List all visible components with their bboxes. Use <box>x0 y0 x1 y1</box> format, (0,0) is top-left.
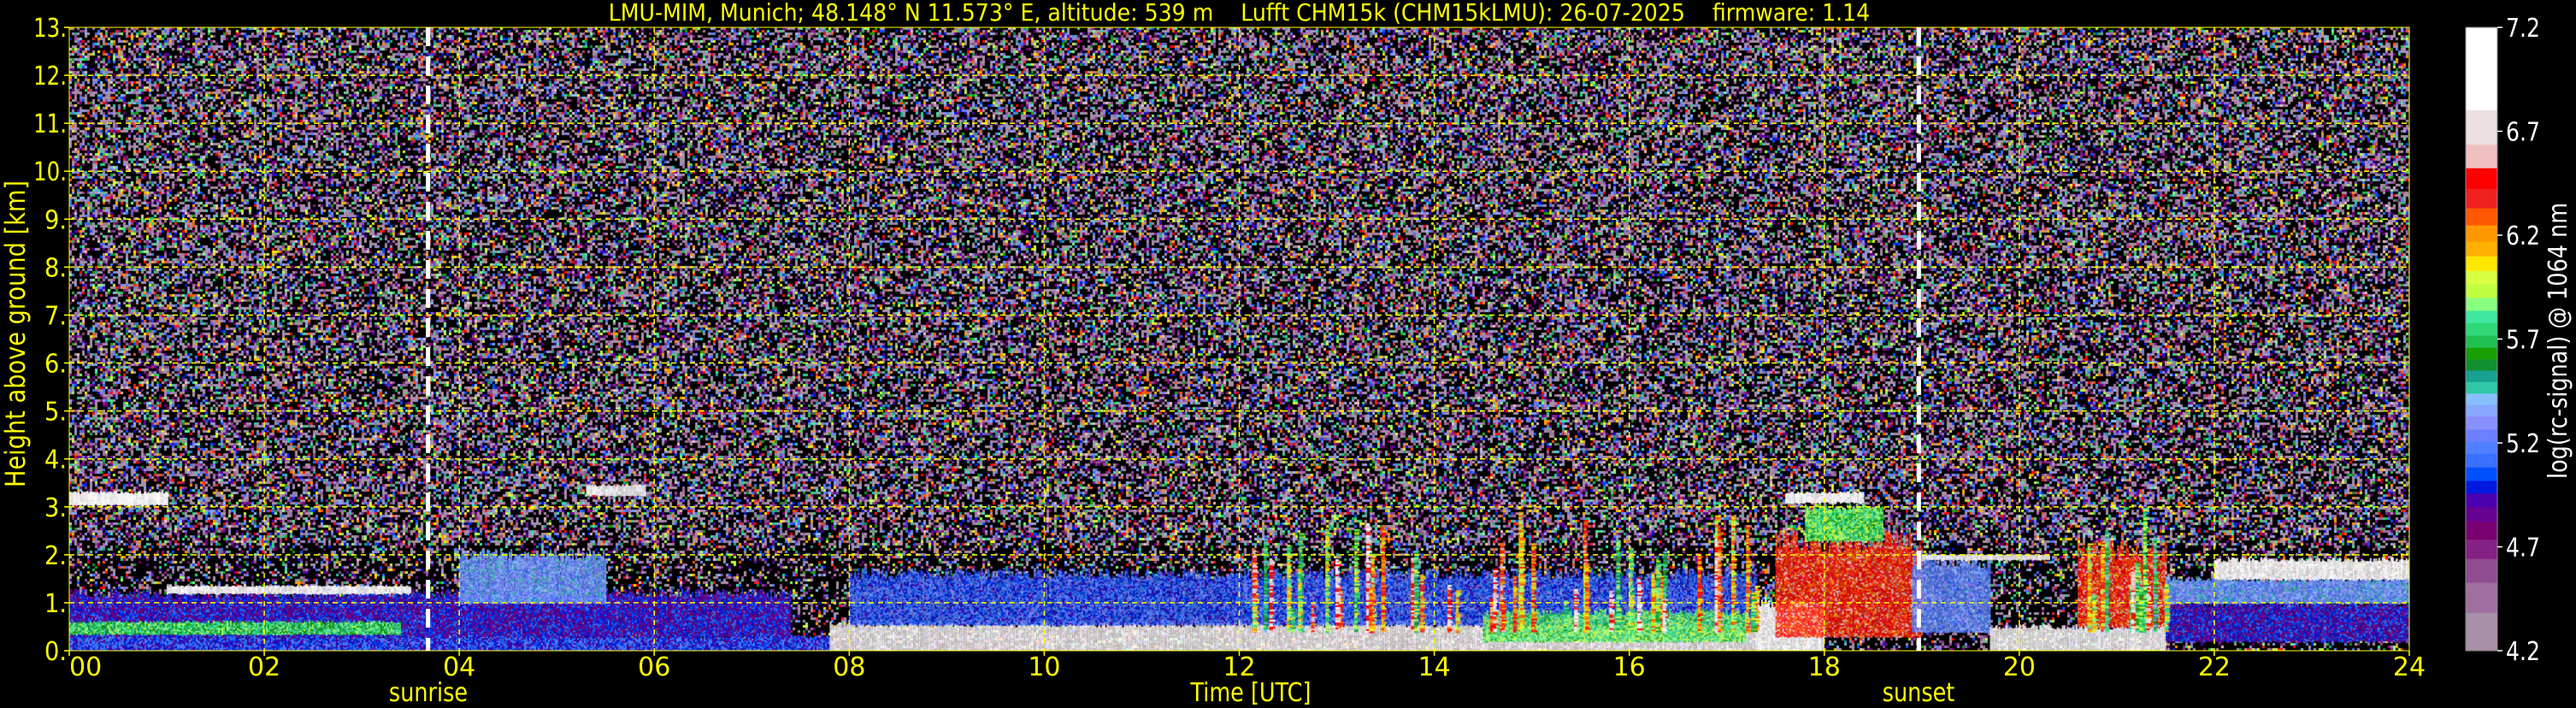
colorbar-segment <box>2466 270 2497 285</box>
colorbar-segment <box>2466 322 2497 336</box>
x-tick-label: 00 <box>69 652 102 682</box>
x-tick-label: 10 <box>1028 652 1060 682</box>
colorbar-segment <box>2466 109 2497 145</box>
y-tick-label: 11. <box>33 109 67 139</box>
colorbar-segment <box>2466 404 2497 417</box>
colorbar-segment <box>2466 284 2497 298</box>
colorbar-segment <box>2466 225 2497 243</box>
y-tick-label: 10. <box>33 157 67 187</box>
colorbar-segment <box>2466 441 2497 454</box>
colorbar-segment <box>2466 256 2497 271</box>
colorbar-segment <box>2466 453 2497 468</box>
colorbar-tick-label: 4.2 <box>2506 637 2540 667</box>
x-axis-label: Time [UTC] <box>1190 678 1312 708</box>
colorbar-segment <box>2466 612 2497 652</box>
chart-title: LMU-MIM, Munich; 48.148° N 11.573° E, al… <box>608 0 1871 27</box>
colorbar-segment <box>2466 582 2497 613</box>
colorbar-segment <box>2466 358 2497 371</box>
colorbar-segment <box>2466 297 2497 311</box>
colorbar-segment <box>2466 310 2497 323</box>
colorbar-segment <box>2466 506 2497 522</box>
x-tick-label: 22 <box>2198 652 2231 682</box>
y-tick-label: 7. <box>44 301 67 331</box>
x-tick-label: 12 <box>1223 652 1255 682</box>
y-tick-label: 5. <box>44 398 67 428</box>
x-tick-label: 14 <box>1418 652 1450 682</box>
sunset-label: sunset <box>1883 678 1955 708</box>
colorbar-segment <box>2466 335 2497 348</box>
colorbar-segment <box>2466 467 2497 481</box>
sunrise-label: sunrise <box>388 678 468 708</box>
colorbar-segment <box>2466 539 2497 559</box>
y-tick-label: 4. <box>44 445 67 475</box>
y-tick-label: 2. <box>44 541 67 571</box>
x-tick-label: 18 <box>1808 652 1841 682</box>
colorbar-tick-label: 5.7 <box>2506 326 2540 356</box>
colorbar-segment <box>2466 381 2497 394</box>
x-tick-label: 08 <box>833 652 865 682</box>
colorbar-tick-label: 6.7 <box>2506 118 2540 148</box>
colorbar-segment <box>2466 369 2497 382</box>
y-tick-label: 12. <box>33 62 67 91</box>
colorbar-segment <box>2466 493 2497 508</box>
colorbar-segment <box>2466 208 2497 226</box>
colorbar-segment <box>2466 27 2497 110</box>
colorbar-segment <box>2466 168 2497 189</box>
y-tick-label: 9. <box>44 205 67 235</box>
colorbar-segment <box>2466 347 2497 360</box>
colorbar-tick-label: 7.2 <box>2506 14 2540 44</box>
y-tick-label: 1. <box>44 589 67 619</box>
colorbar-tick-label: 5.2 <box>2506 429 2540 459</box>
colorbar-label: log(rc-signal) @ 1064 nm <box>2544 202 2573 479</box>
colorbar-segment <box>2466 188 2497 209</box>
y-tick-label: 8. <box>44 253 67 283</box>
colorbar-segment <box>2466 416 2497 430</box>
colorbar-tick-label: 6.2 <box>2506 221 2540 251</box>
colorbar-segment <box>2466 521 2497 540</box>
colorbar-segment <box>2466 392 2497 405</box>
x-tick-label: 06 <box>638 652 670 682</box>
x-tick-label: 24 <box>2393 652 2426 682</box>
x-tick-label: 20 <box>2003 652 2036 682</box>
colorbar-segment <box>2466 428 2497 442</box>
colorbar-segment <box>2466 480 2497 494</box>
colorbar-tick-label: 4.7 <box>2506 534 2540 563</box>
y-tick-label: 6. <box>44 350 67 380</box>
colorbar-segment <box>2466 144 2497 168</box>
colorbar-segment <box>2466 558 2497 583</box>
x-tick-label: 04 <box>443 652 475 682</box>
y-tick-label: 3. <box>44 493 67 523</box>
colorbar-segment <box>2466 241 2497 257</box>
y-axis-label: Height above ground [km] <box>0 180 32 487</box>
y-tick-label: 0. <box>44 637 67 667</box>
x-tick-label: 16 <box>1613 652 1646 682</box>
x-tick-label: 02 <box>248 652 280 682</box>
y-tick-label: 13. <box>33 14 67 44</box>
